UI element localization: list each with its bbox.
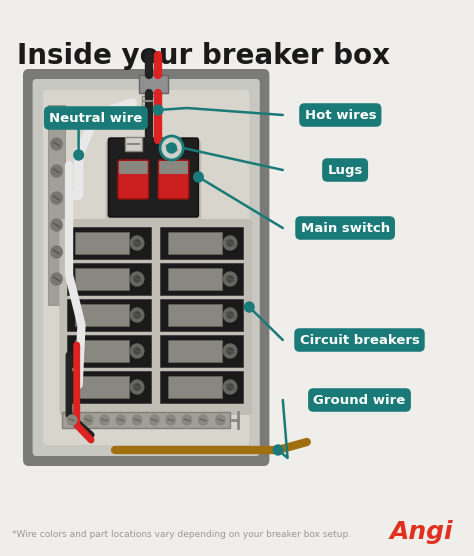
Circle shape [223,236,237,250]
FancyBboxPatch shape [109,138,199,217]
Circle shape [51,273,62,285]
Circle shape [134,312,140,318]
FancyBboxPatch shape [118,160,148,199]
Circle shape [130,236,144,250]
Circle shape [223,344,237,358]
Circle shape [130,308,144,322]
Circle shape [134,276,140,282]
Bar [139,75,168,93]
Circle shape [51,165,62,177]
Bar [67,227,151,259]
Circle shape [167,143,176,153]
Bar [160,299,244,331]
Circle shape [130,380,144,394]
Circle shape [134,384,140,390]
Bar [168,232,222,254]
Circle shape [227,276,233,282]
Bar [142,96,155,106]
Bar [67,335,151,367]
Bar [168,304,222,326]
Circle shape [227,240,233,246]
Text: Circuit breakers: Circuit breakers [300,334,419,346]
Circle shape [150,415,159,425]
Bar [75,268,129,290]
Text: *Wire colors and part locations vary depending on your breaker box setup.: *Wire colors and part locations vary dep… [11,530,351,539]
Circle shape [194,172,203,182]
Circle shape [132,415,142,425]
Circle shape [51,219,62,231]
Circle shape [74,150,83,160]
Text: Ground wire: Ground wire [313,394,406,406]
Circle shape [160,136,183,160]
Bar [160,227,244,259]
Circle shape [166,415,175,425]
Circle shape [223,308,237,322]
Circle shape [223,380,237,394]
Circle shape [182,415,191,425]
Bar [67,299,151,331]
Circle shape [199,415,208,425]
Bar [62,412,230,428]
Bar [48,105,65,305]
Circle shape [83,415,93,425]
Bar [75,304,129,326]
Circle shape [51,246,62,258]
FancyBboxPatch shape [23,69,269,466]
Text: Inside your breaker box: Inside your breaker box [17,42,390,70]
Circle shape [51,138,62,150]
Circle shape [51,111,62,123]
Circle shape [116,415,126,425]
Text: Angi: Angi [390,520,454,544]
Bar [67,371,151,403]
Bar [125,137,142,151]
Circle shape [227,384,233,390]
Bar [168,376,222,398]
Circle shape [130,344,144,358]
Circle shape [273,445,283,455]
Circle shape [67,415,77,425]
Circle shape [227,312,233,318]
Circle shape [100,415,109,425]
Circle shape [134,348,140,354]
Circle shape [51,192,62,204]
Circle shape [134,240,140,246]
Text: Main switch: Main switch [301,221,390,235]
Bar [67,263,151,295]
FancyBboxPatch shape [159,161,188,174]
FancyBboxPatch shape [59,219,252,415]
Bar [160,263,244,295]
Bar [160,335,244,367]
Circle shape [223,272,237,286]
FancyBboxPatch shape [33,79,260,456]
Text: Neutral wire: Neutral wire [49,112,143,125]
FancyBboxPatch shape [105,141,201,223]
Circle shape [154,105,163,115]
Bar [163,137,180,151]
FancyBboxPatch shape [158,160,189,199]
Text: Lugs: Lugs [328,163,363,176]
Circle shape [216,415,225,425]
FancyBboxPatch shape [43,90,249,445]
Bar [75,340,129,362]
Bar [168,340,222,362]
Bar [75,376,129,398]
Bar [75,232,129,254]
Circle shape [130,272,144,286]
FancyBboxPatch shape [119,161,147,174]
Text: Hot wires: Hot wires [304,108,376,122]
Bar [168,268,222,290]
Circle shape [245,302,254,312]
Bar [160,371,244,403]
Circle shape [227,348,233,354]
